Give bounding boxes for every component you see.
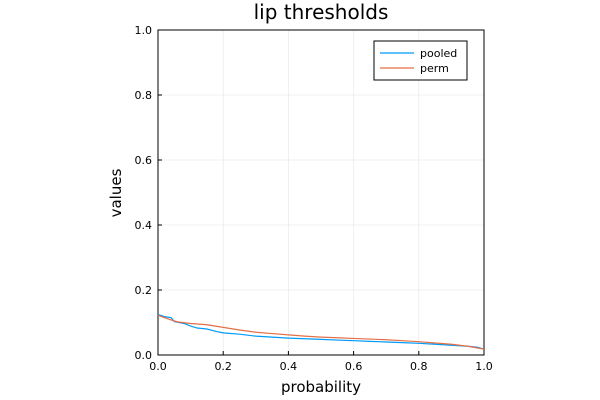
legend-label-pooled: pooled <box>420 47 457 60</box>
x-tick-label: 0.8 <box>410 360 428 373</box>
chart-title: lip thresholds <box>254 0 389 24</box>
x-tick-label: 1.0 <box>475 360 493 373</box>
series-line-perm <box>157 314 485 350</box>
series-lines <box>157 313 485 350</box>
legend-label-perm: perm <box>420 62 449 75</box>
plot-frame <box>157 29 485 356</box>
x-tick-label: 0.2 <box>214 360 232 373</box>
y-tick-label: 0.2 <box>135 284 153 297</box>
legend: pooled perm <box>373 40 468 81</box>
y-tick-label: 0.8 <box>135 89 153 102</box>
y-axis-label: values <box>107 168 125 217</box>
y-tick-label: 0.4 <box>135 219 153 232</box>
series-line-pooled <box>157 313 485 350</box>
ticks: 0.0 0.2 0.4 0.6 0.8 1.0 0.0 0.2 0.4 0.6 0.8 1.0 <box>135 24 493 373</box>
y-tick-label: 1.0 <box>135 24 153 37</box>
x-tick-label: 0.4 <box>280 360 298 373</box>
x-tick-label: 0.6 <box>345 360 363 373</box>
legend-box <box>373 40 468 81</box>
y-tick-label: 0.6 <box>135 154 153 167</box>
x-axis-label: probability <box>281 378 361 396</box>
x-tick-label: 0.0 <box>149 360 167 373</box>
y-tick-label: 0.0 <box>135 349 153 362</box>
